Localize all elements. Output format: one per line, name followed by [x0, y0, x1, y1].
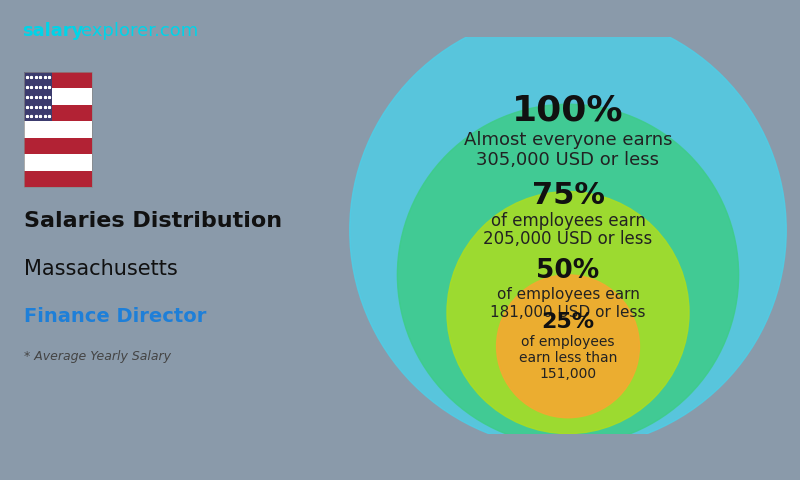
Text: 305,000 USD or less: 305,000 USD or less	[477, 151, 659, 169]
Text: 75%: 75%	[531, 181, 605, 210]
Text: 181,000 USD or less: 181,000 USD or less	[490, 305, 646, 320]
Text: Massachusetts: Massachusetts	[25, 259, 178, 279]
Circle shape	[447, 192, 689, 433]
Bar	[25, 72, 51, 121]
Text: of employees earn: of employees earn	[490, 212, 646, 230]
Text: Almost everyone earns: Almost everyone earns	[464, 131, 672, 149]
Bar	[25, 88, 92, 105]
Bar	[25, 121, 92, 138]
Text: of employees: of employees	[522, 336, 614, 349]
Text: 100%: 100%	[512, 93, 624, 127]
Text: 151,000: 151,000	[539, 367, 597, 381]
Text: 205,000 USD or less: 205,000 USD or less	[483, 230, 653, 248]
Circle shape	[350, 12, 786, 448]
Text: earn less than: earn less than	[519, 351, 617, 365]
Text: Salaries Distribution: Salaries Distribution	[25, 211, 282, 231]
Bar	[25, 154, 92, 171]
Bar	[25, 105, 92, 121]
Text: 50%: 50%	[536, 258, 600, 284]
Circle shape	[398, 104, 738, 445]
Bar	[25, 72, 92, 88]
Text: explorer.com: explorer.com	[81, 22, 198, 40]
Text: 25%: 25%	[542, 312, 594, 333]
Text: salary: salary	[22, 22, 84, 40]
Bar	[25, 171, 92, 187]
Bar	[25, 72, 92, 187]
Circle shape	[497, 275, 639, 418]
Text: * Average Yearly Salary: * Average Yearly Salary	[25, 350, 171, 363]
Text: of employees earn: of employees earn	[497, 287, 639, 302]
Text: Finance Director: Finance Director	[25, 307, 207, 326]
Bar	[25, 138, 92, 154]
